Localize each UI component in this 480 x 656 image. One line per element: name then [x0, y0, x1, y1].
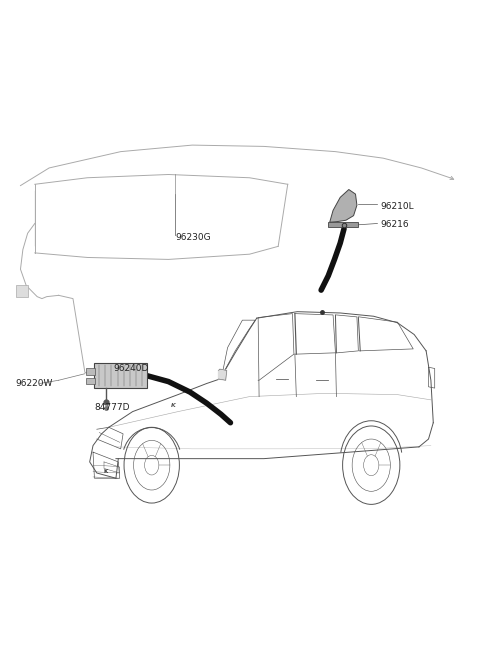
Text: K: K: [103, 469, 108, 474]
Polygon shape: [218, 369, 227, 380]
Text: 96240D: 96240D: [114, 364, 149, 373]
Text: 84777D: 84777D: [95, 403, 130, 412]
Bar: [86, 369, 96, 375]
Text: 96220W: 96220W: [16, 379, 53, 388]
Bar: [95, 363, 147, 388]
Text: 96230G: 96230G: [176, 234, 211, 242]
Text: K: K: [171, 403, 176, 407]
Text: 96210L: 96210L: [381, 202, 414, 211]
Bar: [16, 285, 28, 297]
Text: 96216: 96216: [381, 220, 409, 230]
Polygon shape: [328, 222, 359, 227]
Bar: [86, 378, 96, 384]
Polygon shape: [330, 190, 357, 222]
